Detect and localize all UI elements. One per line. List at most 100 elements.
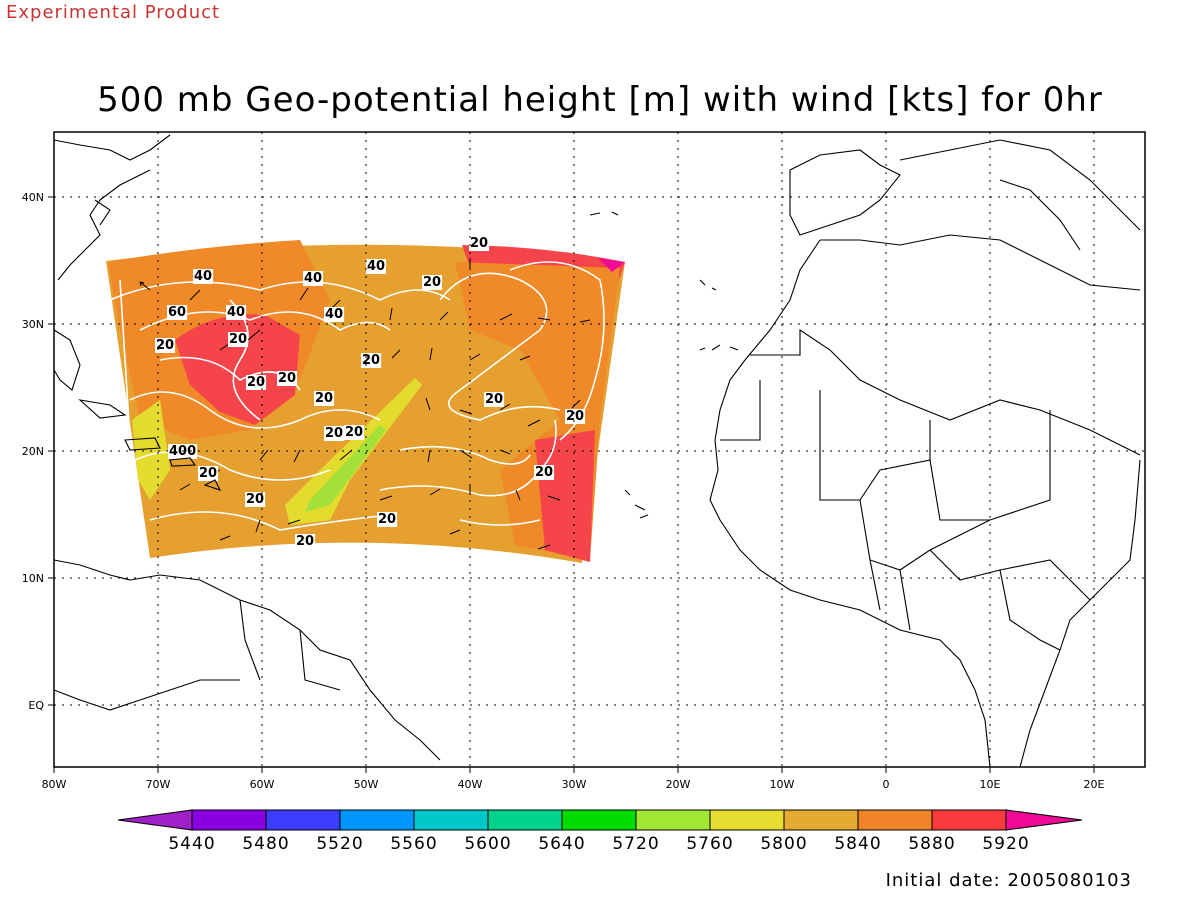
colorbar-label: 5440: [168, 834, 216, 854]
wind-label-bg: [295, 534, 316, 549]
wind-label-bg: [469, 236, 490, 251]
x-tick-label: 50W: [354, 778, 379, 791]
colorbar-segment: [783, 809, 859, 831]
wind-label: 20: [199, 466, 217, 481]
wind-label-bg: [366, 259, 387, 274]
wind-label: 20: [229, 332, 247, 347]
wind-label-bg: [167, 305, 188, 320]
wind-label: 20: [296, 534, 314, 549]
y-tick-labels: EQ 10N 20N 30N 40N: [22, 191, 45, 712]
wind-label: 20: [156, 338, 174, 353]
x-tick-label: 60W: [250, 778, 275, 791]
colorbar-label: 5760: [686, 834, 734, 854]
wind-label-bg: [324, 307, 345, 322]
wind-label-bg: [228, 332, 249, 347]
wind-label: 20: [325, 426, 343, 441]
height-field: [106, 240, 625, 563]
field-yellow-west: [132, 400, 170, 500]
x-tick-labels: 80W 70W 60W 50W 40W 30W 20W 10W 0 10E 20…: [42, 778, 1105, 791]
wind-label: 20: [247, 375, 265, 390]
wind-label-bg: [193, 269, 214, 284]
wind-label-bg: [565, 409, 586, 424]
wind-label: 40: [304, 271, 322, 286]
wind-label: 20: [535, 465, 553, 480]
wind-label: 20: [566, 409, 584, 424]
coastlines: [53, 134, 1141, 768]
x-tick-label: 70W: [146, 778, 171, 791]
wind-label: 20: [246, 492, 264, 507]
wind-label-bg: [324, 426, 345, 441]
experimental-product-tag: Experimental Product: [6, 2, 221, 23]
wind-labels: 40 60 40 40 40 20 40 20 20 20 20 20 20 2…: [155, 236, 586, 549]
map-title: 500 mb Geo-potential height [m] with win…: [97, 80, 1103, 120]
colorbar: [117, 809, 1083, 831]
field-red-southeast: [535, 430, 595, 562]
wind-label-bg: [277, 371, 298, 386]
colorbar-label: 5720: [612, 834, 660, 854]
wind-label: 40: [367, 259, 385, 274]
colorbar-label: 5880: [908, 834, 956, 854]
colorbar-segment: [339, 809, 415, 831]
wind-label-bg: [534, 465, 555, 480]
wind-label: 20: [485, 392, 503, 407]
colorbar-label: 5560: [390, 834, 438, 854]
x-tick-label: 20W: [666, 778, 691, 791]
wind-label: 40: [227, 305, 245, 320]
wind-arrows: [139, 258, 591, 550]
wind-label-bg: [198, 466, 219, 481]
y-tick-label: 10N: [22, 572, 44, 585]
colorbar-label: 5480: [242, 834, 290, 854]
colorbar-label: 5640: [538, 834, 586, 854]
colorbar-label: 5920: [982, 834, 1030, 854]
x-tick-label: 40W: [458, 778, 483, 791]
y-tick-label: EQ: [28, 699, 44, 712]
wind-label-bg: [226, 305, 247, 320]
colorbar-label: 5800: [760, 834, 808, 854]
wind-label-bg: [245, 492, 266, 507]
wind-label: 20: [470, 236, 488, 251]
wind-label: 20: [423, 275, 441, 290]
x-tick-label: 10E: [980, 778, 1001, 791]
lat-lon-grid: [54, 132, 1145, 767]
wind-label-bg: [422, 275, 443, 290]
colorbar-segment: [561, 809, 637, 831]
wind-label: 40: [325, 307, 343, 322]
colorbar-label: 5600: [464, 834, 512, 854]
wind-label-bg: [344, 425, 365, 440]
colorbar-segment: [191, 809, 267, 831]
colorbar-max-arrow: [1005, 809, 1083, 831]
wind-label-bg: [484, 392, 505, 407]
x-tick-label: 0: [883, 778, 890, 791]
field-green-band: [305, 425, 386, 512]
wind-label: 20: [378, 512, 396, 527]
colorbar-segment: [709, 809, 785, 831]
y-tick-label: 20N: [22, 445, 44, 458]
colorbar-label: 5840: [834, 834, 882, 854]
colorbar-segment: [413, 809, 489, 831]
field-yellow-band: [285, 378, 422, 525]
field-red-core: [175, 314, 300, 425]
wind-label: 20: [345, 425, 363, 440]
y-tick-label: 40N: [22, 191, 44, 204]
colorbar-segment: [931, 809, 1007, 831]
initial-date: Initial date: 2005080103: [885, 870, 1132, 891]
colorbar-segment: [265, 809, 341, 831]
wind-label: 60: [168, 305, 186, 320]
x-tick-label: 20E: [1084, 778, 1105, 791]
wind-label-bg: [303, 271, 324, 286]
x-tick-label: 80W: [42, 778, 67, 791]
wind-label-bg: [377, 512, 398, 527]
colorbar-label: 5520: [316, 834, 364, 854]
axis-ticks: [48, 196, 1095, 773]
colorbar-segment: [635, 809, 711, 831]
wind-label: 20: [278, 371, 296, 386]
x-tick-label: 10W: [770, 778, 795, 791]
wind-label: 20: [362, 353, 380, 368]
wind-label-bg: [246, 375, 267, 390]
colorbar-segment: [487, 809, 563, 831]
colorbar-min-arrow: [117, 809, 193, 831]
field-magenta-corner: [598, 258, 625, 272]
wind-label-bg: [314, 391, 335, 406]
